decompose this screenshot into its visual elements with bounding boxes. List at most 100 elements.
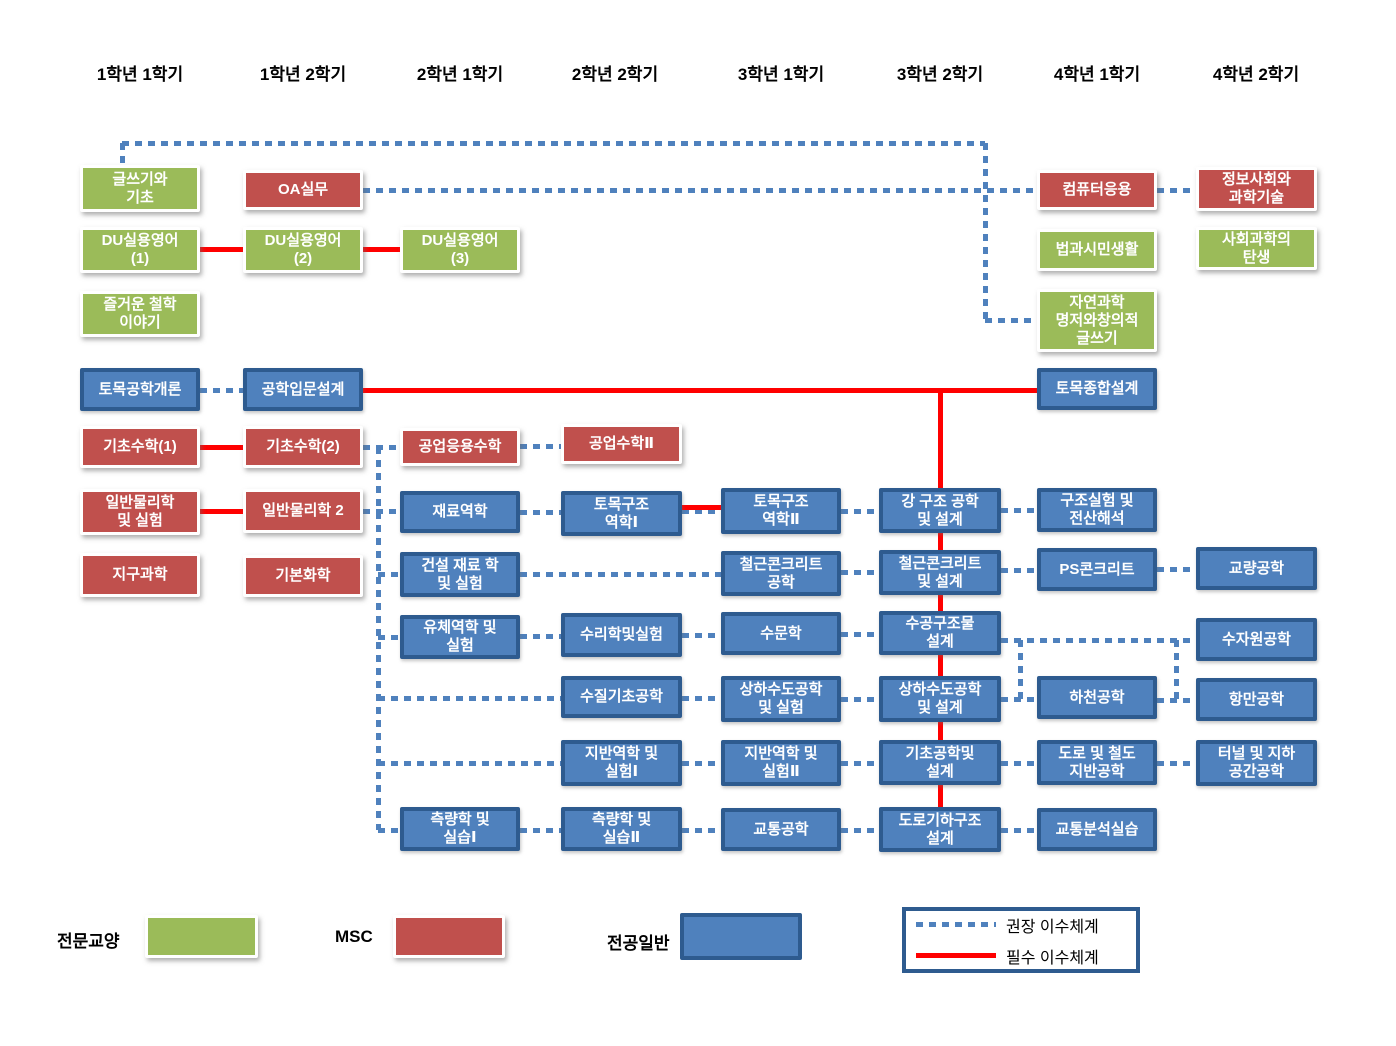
required-line-label: 필수 이수체계 — [1006, 949, 1099, 967]
required-path-line — [200, 509, 243, 514]
course-earth-science: 지구과학 — [80, 553, 200, 597]
recommended-path-line — [1001, 828, 1037, 833]
course-rc-design: 철근콘크리트 및 설계 — [879, 550, 1001, 595]
course-eng-math-2: 공업수학Ⅱ — [561, 424, 682, 464]
recommended-path-line — [520, 444, 561, 449]
course-civil-eng-intro: 토목공학개론 — [80, 368, 200, 411]
course-hydraulic-structure-design: 수공구조물 설계 — [879, 611, 1001, 655]
course-eng-applied-math: 공업응용수학 — [400, 428, 520, 466]
required-path-line — [363, 388, 1037, 393]
recommended-path-line — [1001, 508, 1037, 513]
course-steel-structure-design: 강 구조 공학 및 설계 — [879, 488, 1001, 533]
recommended-path-line — [200, 388, 243, 393]
course-basic-math-2: 기초수학(2) — [243, 426, 363, 468]
course-water-sewage-design: 상하수도공학 및 설계 — [879, 676, 1001, 722]
course-rc-engineering: 철근콘크리트 공학 — [721, 551, 841, 596]
course-birth-social-science: 사회과학의 탄생 — [1196, 227, 1317, 270]
recommended-path-line — [682, 509, 721, 514]
semester-header-6: 3학년 2학기 — [896, 65, 984, 84]
recommended-path-line — [378, 761, 561, 766]
recommended-path-line — [1157, 761, 1196, 766]
course-structural-mechanics-2: 토목구조 역학Ⅱ — [721, 488, 841, 534]
legend-swatch-major — [680, 913, 802, 960]
recommended-path-line — [841, 632, 879, 637]
course-oa-practice: OA실무 — [243, 170, 363, 210]
recommended-path-line — [520, 572, 721, 577]
recommended-path-line — [1001, 638, 1196, 643]
course-hydraulics-lab: 수리학및실험 — [561, 613, 682, 657]
recommended-path-line — [1001, 761, 1037, 766]
course-surveying-2: 측량학 및 실습Ⅱ — [561, 807, 682, 851]
recommended-path-line — [1001, 568, 1037, 573]
course-natural-science-writing: 자연과학 명저와창의적 글쓰기 — [1037, 289, 1157, 352]
legend-row-recommended: 권장 이수체계 — [916, 913, 1126, 937]
course-tunnel-underground: 터널 및 지하 공간공학 — [1196, 740, 1317, 786]
course-geotech-lab-1: 지반역학 및 실험Ⅰ — [561, 740, 682, 786]
recommended-path-line — [378, 572, 400, 577]
recommended-path-line — [1018, 640, 1023, 699]
course-writing-basics: 글쓰기와 기초 — [80, 165, 200, 212]
course-eng-intro-design: 공학입문설계 — [243, 368, 363, 411]
required-path-line — [682, 505, 721, 510]
course-geotech-lab-2: 지반역학 및 실험Ⅱ — [721, 740, 841, 786]
course-civil-capstone-design: 토목종합설계 — [1037, 368, 1157, 410]
recommended-path-line — [841, 828, 879, 833]
recommended-path-line — [1157, 698, 1196, 703]
required-path-line — [938, 390, 943, 807]
recommended-path-line — [983, 143, 988, 320]
legend-swatch-msc — [393, 915, 505, 958]
semester-header-3: 2학년 1학기 — [416, 65, 504, 84]
legend-label-general: 전문교양 — [57, 932, 120, 951]
course-du-english-1: DU실용영어 (1) — [80, 227, 200, 273]
course-physics-2: 일반물리학 2 — [243, 489, 363, 533]
recommended-path-line — [841, 697, 879, 702]
legend-line-box: 권장 이수체계 필수 이수체계 — [902, 907, 1140, 973]
recommended-path-line — [520, 828, 561, 833]
course-traffic-analysis-practice: 교통분석실습 — [1037, 808, 1157, 851]
recommended-path-line — [682, 633, 721, 638]
course-info-society-tech: 정보사회와 과학기술 — [1196, 167, 1317, 211]
course-physics-1-lab: 일반물리학 및 실험 — [80, 489, 200, 535]
recommended-path-line — [682, 761, 721, 766]
legend-label-msc: MSC — [335, 927, 373, 946]
course-computer-application: 컴퓨터응용 — [1037, 170, 1157, 210]
semester-header-1: 1학년 1학기 — [96, 65, 184, 84]
course-bridge-engineering: 교량공학 — [1196, 547, 1317, 590]
recommended-path-line — [1157, 567, 1196, 572]
course-surveying-1: 측량학 및 실습Ⅰ — [400, 807, 520, 851]
required-path-line — [363, 247, 400, 252]
course-law-civic-life: 법과시민생활 — [1037, 229, 1157, 271]
recommended-path-line — [682, 696, 721, 701]
recommended-path-line — [122, 141, 985, 146]
course-river-engineering: 하천공학 — [1037, 676, 1157, 719]
recommended-path-line — [378, 696, 561, 701]
recommended-path-line — [363, 188, 1037, 193]
course-water-quality-basics: 수질기초공학 — [561, 676, 682, 718]
course-mechanics-of-materials: 재료역학 — [400, 491, 520, 533]
course-traffic-engineering: 교통공학 — [721, 808, 841, 851]
recommended-path-line — [841, 570, 879, 575]
course-water-sewage-lab: 상하수도공학 및 실험 — [721, 676, 841, 722]
recommended-path-line — [682, 828, 721, 833]
course-structural-experiment: 구조실험 및 전산해석 — [1037, 488, 1157, 532]
recommended-path-line — [1174, 640, 1179, 700]
course-road-rail-geotech: 도로 및 철도 지반공학 — [1037, 740, 1157, 785]
recommended-path-line — [378, 635, 400, 640]
course-road-geometry-design: 도로기하구조 설계 — [879, 807, 1001, 852]
semester-header-5: 3학년 1학기 — [737, 65, 825, 84]
recommended-path-line — [120, 143, 125, 165]
required-path-line — [200, 247, 243, 252]
course-basic-chemistry: 기본화학 — [243, 555, 363, 597]
semester-header-4: 2학년 2학기 — [571, 65, 659, 84]
course-ps-concrete: PS콘크리트 — [1037, 548, 1157, 591]
course-du-english-3: DU실용영어 (3) — [400, 227, 520, 273]
recommended-line-sample — [916, 922, 996, 927]
recommended-path-line — [520, 634, 561, 639]
course-hydrology: 수문학 — [721, 612, 841, 655]
course-fun-philosophy: 즐거운 철학 이야기 — [80, 291, 200, 337]
semester-header-2: 1학년 2학기 — [259, 65, 347, 84]
course-harbor-engineering: 항만공학 — [1196, 678, 1317, 721]
recommended-path-line — [1157, 188, 1196, 193]
recommended-path-line — [520, 510, 561, 515]
course-foundation-eng-design: 기초공학및 설계 — [879, 740, 1001, 785]
